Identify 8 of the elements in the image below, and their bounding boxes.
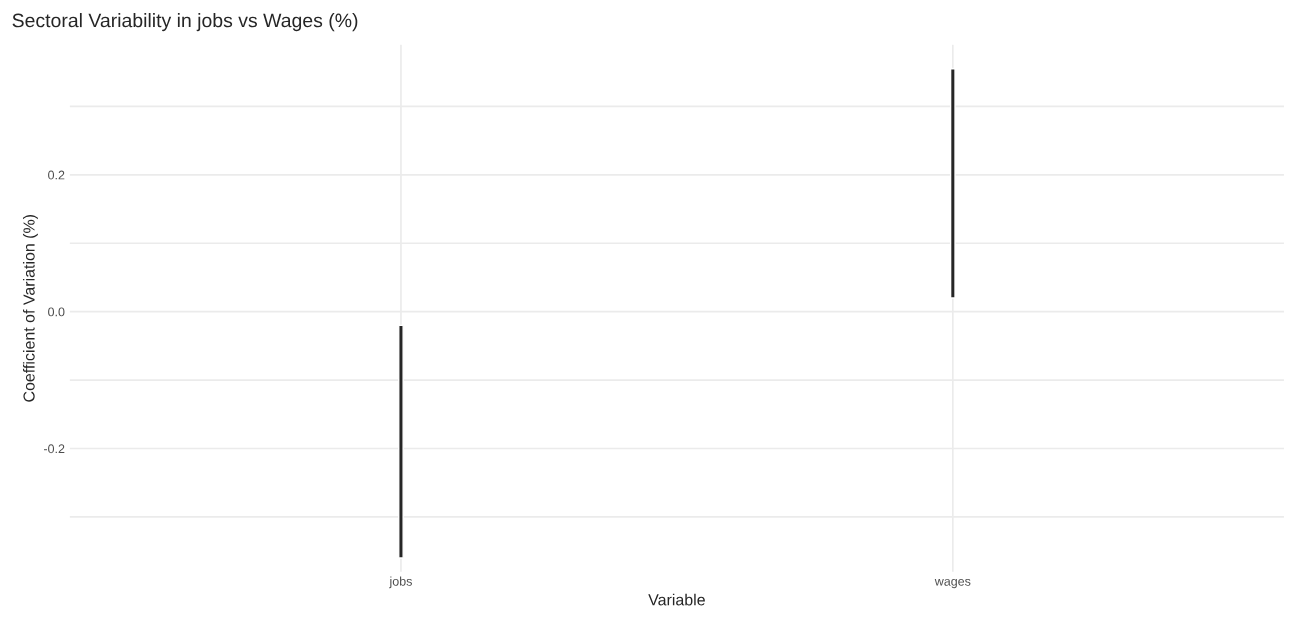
y-axis-title: Coefficient of Variation (%) [22, 214, 38, 402]
y-tick-label: 0.0 [48, 307, 65, 317]
y-tick-label: -0.2 [43, 444, 65, 454]
x-tick-label: jobs [389, 576, 412, 589]
x-tick-label: wages [934, 578, 971, 589]
chart-title: Sectoral Variability in jobs vs Wages (%) [12, 13, 358, 32]
y-tick-label: 0.2 [48, 170, 65, 180]
x-axis-title: Variable [648, 593, 705, 606]
